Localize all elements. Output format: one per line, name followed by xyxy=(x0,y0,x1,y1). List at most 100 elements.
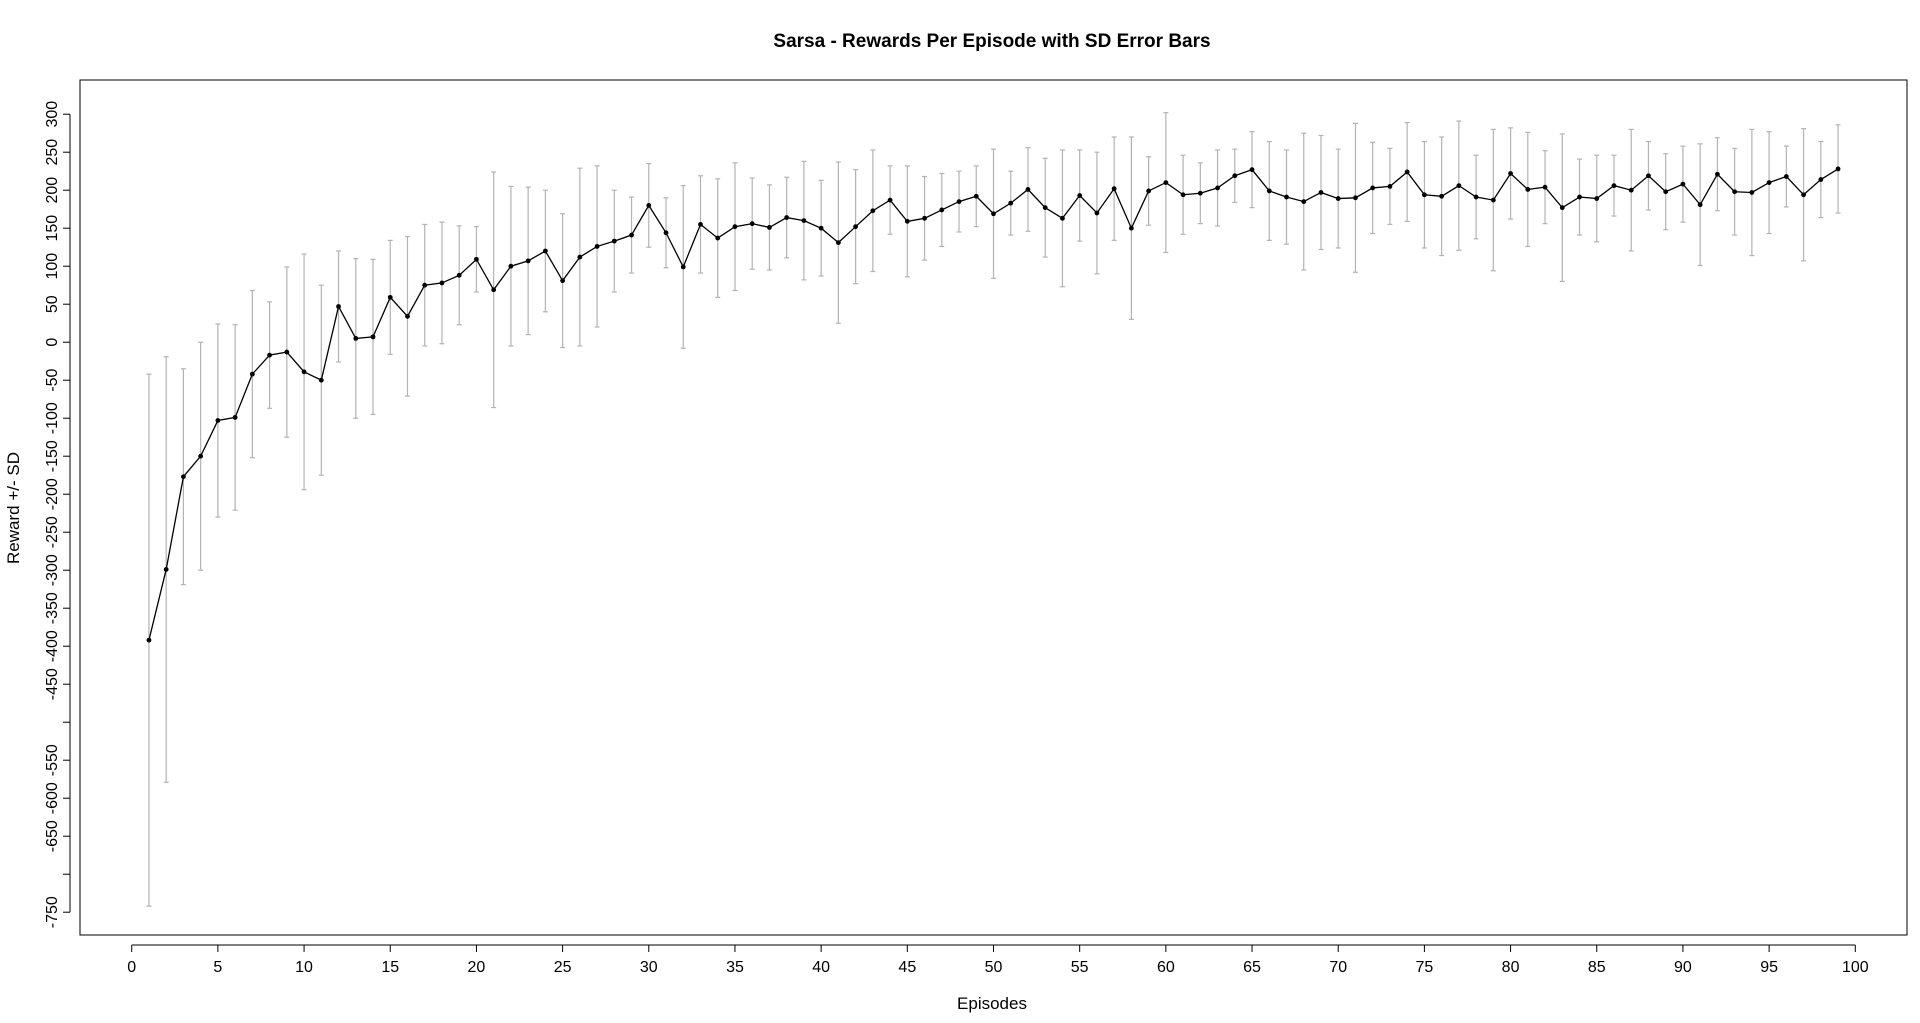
data-point xyxy=(887,197,893,203)
data-point xyxy=(1284,194,1289,200)
data-point xyxy=(1060,215,1065,221)
y-tick-label: -550 xyxy=(44,744,61,776)
data-point xyxy=(1818,177,1824,182)
x-tick-label: 30 xyxy=(640,959,658,976)
data-point xyxy=(1387,184,1393,189)
data-point xyxy=(370,334,376,340)
y-tick-label: -300 xyxy=(44,554,61,586)
data-point xyxy=(1163,180,1169,186)
x-tick-label: 5 xyxy=(213,959,222,976)
data-point xyxy=(577,254,583,260)
y-tick-label: 300 xyxy=(44,101,61,128)
x-tick-label: 0 xyxy=(127,959,136,976)
data-point xyxy=(680,264,686,270)
error-bars xyxy=(146,112,1841,907)
y-tick-label: 200 xyxy=(44,177,61,204)
x-tick-label: 70 xyxy=(1329,959,1347,976)
data-point xyxy=(1404,169,1410,175)
data-point xyxy=(249,371,255,377)
data-point xyxy=(767,225,772,230)
data-point xyxy=(1577,194,1582,200)
x-tick-label: 80 xyxy=(1502,959,1520,976)
data-point xyxy=(267,352,272,358)
data-point xyxy=(1111,186,1117,192)
data-point xyxy=(1008,200,1014,206)
data-point xyxy=(318,377,324,383)
data-point xyxy=(1025,187,1031,192)
data-point xyxy=(1042,205,1048,211)
data-point xyxy=(698,222,703,227)
data-point xyxy=(732,224,738,230)
series-points xyxy=(146,166,1841,643)
y-tick-label: 0 xyxy=(44,338,61,347)
data-point xyxy=(525,258,531,264)
data-point xyxy=(1697,202,1703,208)
data-point xyxy=(784,215,790,220)
data-point xyxy=(456,272,462,278)
x-tick-label: 90 xyxy=(1674,959,1692,976)
data-point xyxy=(629,232,634,238)
y-tick-label: -200 xyxy=(44,478,61,510)
data-point xyxy=(1801,192,1806,198)
data-point xyxy=(422,282,428,288)
data-point xyxy=(215,418,221,423)
x-tick-label: 55 xyxy=(1071,959,1089,976)
data-point xyxy=(198,453,204,459)
y-tick-label: -600 xyxy=(44,782,61,814)
data-point xyxy=(1663,189,1669,195)
x-tick-label: 95 xyxy=(1760,959,1778,976)
data-point xyxy=(1077,193,1083,198)
data-point xyxy=(1249,167,1255,173)
x-axis: 0 5 10 15 20 25 30 35 40 45 50 55 60 65 70 75 80 85 90 95 10… xyxy=(127,944,1869,976)
data-point xyxy=(594,244,600,249)
data-point xyxy=(991,211,996,217)
x-tick-label: 65 xyxy=(1243,959,1261,976)
y-tick-label: -400 xyxy=(44,630,61,662)
data-point xyxy=(1370,185,1376,191)
y-tick-label: -750 xyxy=(44,896,61,928)
data-point xyxy=(1439,193,1445,199)
x-tick-label: 75 xyxy=(1415,959,1433,976)
data-point xyxy=(1335,196,1341,201)
data-point xyxy=(1732,189,1738,195)
y-axis: -750 -650 -600 -550 -450 -400 -350 -300 -250 -200… xyxy=(44,101,71,928)
x-tick-label: 20 xyxy=(468,959,486,976)
data-point xyxy=(646,203,652,208)
data-point xyxy=(835,240,841,246)
data-point xyxy=(611,238,617,244)
x-tick-label: 25 xyxy=(554,959,572,976)
y-tick-label: -250 xyxy=(44,516,61,548)
data-point xyxy=(1783,174,1789,179)
x-tick-label: 100 xyxy=(1842,959,1869,976)
data-point xyxy=(956,199,962,205)
data-point xyxy=(232,415,238,420)
x-tick-label: 60 xyxy=(1157,959,1175,976)
data-point xyxy=(1490,197,1496,203)
data-point xyxy=(1146,188,1152,194)
data-point xyxy=(301,369,307,375)
data-point xyxy=(939,207,945,213)
data-point xyxy=(973,193,979,199)
data-point xyxy=(1180,192,1186,198)
x-axis-title: Episodes xyxy=(957,994,1027,1013)
data-point xyxy=(1473,194,1479,200)
data-point xyxy=(542,248,548,254)
data-point xyxy=(1128,225,1134,231)
data-point xyxy=(1094,210,1100,216)
data-point xyxy=(663,230,669,236)
data-point xyxy=(560,278,566,284)
data-point xyxy=(1215,185,1220,191)
y-tick-label: -350 xyxy=(44,592,61,624)
data-point xyxy=(922,215,927,221)
data-point xyxy=(146,637,152,643)
data-point xyxy=(1594,196,1600,201)
x-tick-label: 15 xyxy=(381,959,399,976)
data-point xyxy=(1749,190,1755,195)
data-point xyxy=(1353,195,1358,201)
data-point xyxy=(1835,166,1841,172)
data-point xyxy=(1197,190,1203,196)
x-tick-label: 10 xyxy=(295,959,313,976)
data-point xyxy=(1680,181,1686,187)
